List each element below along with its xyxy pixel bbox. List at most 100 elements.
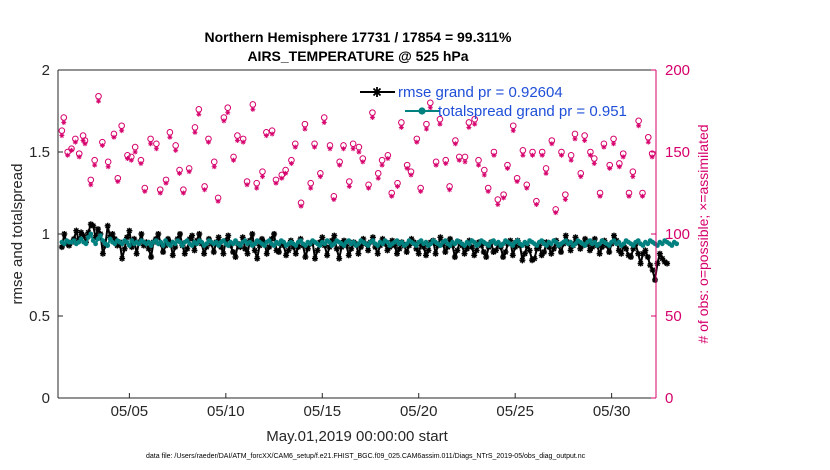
rmse-point bbox=[444, 244, 451, 251]
rmse-point bbox=[618, 250, 625, 257]
obs-assimilated-point bbox=[298, 203, 304, 209]
obs-assimilated-point bbox=[72, 139, 78, 145]
obs-assimilated-point bbox=[562, 197, 568, 203]
obs-assimilated-point bbox=[119, 128, 125, 134]
obs-assimilated-point bbox=[553, 210, 559, 216]
rmse-point bbox=[606, 249, 613, 255]
obs-assimilated-point bbox=[408, 172, 414, 178]
rmse-point bbox=[664, 260, 671, 267]
totalspread-point bbox=[88, 231, 94, 237]
rmse-point bbox=[659, 255, 666, 262]
rmse-point bbox=[256, 242, 263, 249]
obs-assimilated-point bbox=[65, 152, 71, 158]
obs-assimilated-point bbox=[636, 123, 642, 129]
totalspread-point bbox=[520, 243, 525, 248]
obs-assimilated-point bbox=[153, 146, 159, 152]
obs-assimilated-point bbox=[366, 185, 372, 191]
totalspread-point bbox=[293, 243, 299, 248]
obs-assimilated-point bbox=[587, 152, 593, 158]
obs-assimilated-point bbox=[250, 106, 256, 112]
rmse-point bbox=[119, 255, 126, 262]
legend-spread-label: totalspread grand pr = 0.951 bbox=[438, 103, 627, 120]
rmse-point bbox=[109, 231, 116, 237]
y-right-tick-label: 50 bbox=[665, 308, 682, 325]
rmse-point bbox=[165, 235, 171, 242]
obs-assimilated-point bbox=[626, 193, 632, 199]
rmse-point bbox=[413, 245, 420, 252]
totalspread-point bbox=[93, 241, 98, 247]
obs-assimilated-point bbox=[375, 175, 381, 181]
rmse-point bbox=[611, 232, 617, 239]
rmse-point bbox=[374, 250, 381, 257]
totalspread-point bbox=[78, 236, 84, 242]
obs-assimilated-point bbox=[128, 157, 134, 163]
rmse-point bbox=[145, 245, 152, 252]
obs-assimilated-point bbox=[221, 118, 227, 124]
rmse-point bbox=[203, 244, 210, 251]
totalspread-point bbox=[281, 239, 287, 245]
totalspread-point bbox=[606, 243, 612, 248]
rmse-point bbox=[630, 245, 637, 252]
obs-assimilated-point bbox=[142, 188, 148, 194]
rmse-point bbox=[230, 249, 237, 255]
obs-count-layer bbox=[58, 92, 656, 216]
obs-assimilated-point bbox=[485, 188, 491, 194]
y-tick-label: 0.5 bbox=[29, 308, 50, 325]
obs-assimilated-point bbox=[132, 149, 138, 155]
obs-assimilated-point bbox=[111, 134, 117, 140]
obs-assimilated-point bbox=[350, 146, 356, 152]
obs-assimilated-point bbox=[69, 147, 75, 153]
tick-layer: 05/05 05/10 05/15 05/20 05/25 05/3000.511.520… bbox=[29, 62, 690, 420]
totalspread-point bbox=[124, 239, 130, 245]
x-axis-label: May.01,2019 00:00:00 start bbox=[266, 428, 448, 445]
obs-assimilated-point bbox=[495, 201, 501, 207]
chart-title: Northern Hemisphere 17731 / 17854 = 99.3… bbox=[204, 29, 512, 45]
obs-assimilated-point bbox=[80, 138, 86, 144]
obs-assimilated-point bbox=[234, 138, 240, 144]
rmse-point bbox=[526, 247, 533, 254]
rmse-point bbox=[73, 227, 80, 234]
rmse-point bbox=[169, 252, 176, 259]
obs-assimilated-point bbox=[568, 157, 574, 163]
rmse-point bbox=[177, 231, 183, 237]
rmse-point bbox=[95, 226, 101, 233]
rmse-point bbox=[531, 255, 538, 262]
rmse-point bbox=[128, 244, 135, 251]
y-tick-label: 1.5 bbox=[29, 144, 50, 161]
rmse-point bbox=[140, 242, 147, 249]
rmse-point bbox=[189, 232, 196, 239]
rmse-point bbox=[567, 247, 574, 254]
obs-assimilated-point bbox=[346, 183, 352, 189]
rmse-point bbox=[656, 250, 663, 257]
obs-assimilated-point bbox=[61, 119, 67, 125]
obs-assimilated-point bbox=[317, 174, 323, 180]
rmse-point bbox=[369, 234, 376, 241]
obs-assimilated-point bbox=[263, 133, 269, 139]
rmse-point bbox=[111, 235, 118, 242]
rmse-point bbox=[251, 247, 258, 254]
rmse-point bbox=[242, 245, 249, 252]
totalspread-point bbox=[199, 239, 205, 245]
rmse-point bbox=[360, 235, 367, 242]
obs-assimilated-point bbox=[437, 121, 443, 127]
obs-assimilated-point bbox=[308, 185, 314, 191]
rmse-point bbox=[268, 235, 275, 242]
rmse-point bbox=[191, 247, 198, 254]
rmse-point bbox=[338, 244, 345, 251]
y-right-tick-label: 0 bbox=[665, 390, 673, 407]
rmse-point bbox=[61, 231, 68, 237]
totalspread-point bbox=[447, 243, 453, 248]
obs-assimilated-point bbox=[572, 136, 578, 142]
rmse-point bbox=[341, 237, 347, 244]
obs-assimilated-point bbox=[196, 111, 202, 117]
rmse-point bbox=[379, 235, 386, 242]
rmse-point bbox=[403, 249, 410, 255]
obs-assimilated-point bbox=[115, 179, 121, 185]
rmse-point bbox=[66, 242, 73, 249]
obs-assimilated-point bbox=[138, 160, 144, 166]
obs-assimilated-point bbox=[504, 165, 510, 171]
rmse-point bbox=[649, 267, 656, 274]
rmse-point bbox=[326, 244, 333, 251]
obs-assimilated-point bbox=[539, 152, 545, 158]
y-right-tick-label: 100 bbox=[665, 226, 690, 243]
